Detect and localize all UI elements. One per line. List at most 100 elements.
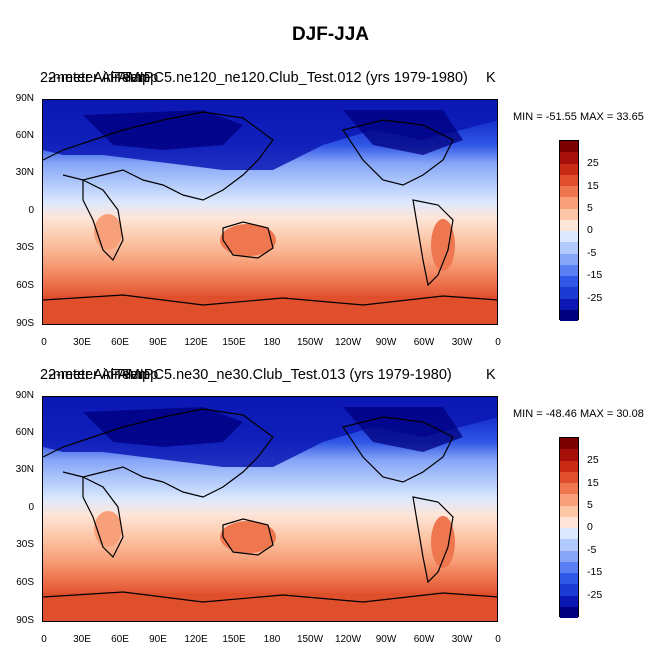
colorbar-swatch [560, 595, 578, 607]
lat-tick: 90S [16, 615, 34, 626]
colorbar-label: 0 [587, 521, 593, 533]
colorbar-swatch [560, 460, 578, 472]
colorbar-swatch [560, 197, 578, 209]
colorbar-swatch [560, 163, 578, 175]
panel-case-label: FAMIPC5.ne30_ne30.Club_Test.013 (yrs 197… [110, 367, 452, 383]
panel-variable-label: 2-meter Air Temp [40, 70, 151, 86]
colorbar-swatch [560, 276, 578, 288]
colorbar: 25 15 5 0 -5 -15 -25 [559, 437, 602, 618]
colorbar-label: 15 [587, 477, 599, 489]
colorbar-swatch [560, 516, 578, 528]
lon-tick: 150W [296, 634, 324, 645]
colorbar-swatch [560, 242, 578, 254]
colorbar-label: -15 [587, 269, 603, 281]
panel-case-label: FAMIPC5.ne120_ne120.Club_Test.012 (yrs 1… [110, 70, 468, 86]
lon-tick: 120E [184, 337, 208, 348]
lon-tick: 150E [222, 634, 246, 645]
min-max-label: MIN = -51.55 MAX = 33.65 [513, 111, 644, 123]
colorbar-swatch [560, 539, 578, 551]
lon-tick: 0 [495, 337, 501, 348]
map-plot [42, 99, 498, 325]
lon-tick: 0 [41, 634, 47, 645]
lat-tick: 90S [16, 318, 34, 329]
lon-tick: 0 [41, 337, 47, 348]
colorbar-label: -15 [587, 566, 603, 578]
lon-tick: 180 [263, 634, 281, 645]
contour-map [43, 397, 497, 621]
colorbar-swatch [560, 309, 578, 321]
colorbar-swatch [560, 584, 578, 596]
colorbar-swatch [560, 606, 578, 618]
colorbar-swatch [560, 186, 578, 198]
colorbar-swatch [560, 505, 578, 517]
colorbar-label: -5 [587, 247, 597, 259]
lon-tick: 60W [413, 337, 435, 348]
lat-tick: 30S [16, 242, 34, 253]
colorbar-swatch [560, 550, 578, 562]
min-max-label: MIN = -48.46 MAX = 30.08 [513, 408, 644, 420]
lon-tick: 60E [111, 634, 129, 645]
colorbar-swatch [560, 298, 578, 310]
lat-tick: 30N [15, 167, 34, 178]
colorbar-swatch [560, 471, 578, 483]
lon-tick: 150E [222, 337, 246, 348]
panel-title: 2-meter Air Temp 2-meter Air Temp FAMIPC… [40, 367, 452, 383]
colorbar-swatch [560, 264, 578, 276]
colorbar-swatch [560, 219, 578, 231]
lon-tick: 90W [375, 634, 397, 645]
lat-tick: 30N [15, 464, 34, 475]
lon-tick: 180 [263, 337, 281, 348]
colorbar-swatch [560, 494, 578, 506]
lon-tick: 90E [149, 337, 167, 348]
lon-tick: 30E [73, 634, 91, 645]
lat-tick: 60N [15, 130, 34, 141]
panel-variable-label-overlap: 2-meter Air Temp [48, 367, 159, 383]
lon-tick: 0 [495, 634, 501, 645]
lat-tick: 0 [28, 502, 34, 513]
lat-tick: 60S [16, 577, 34, 588]
lat-tick: 90N [15, 93, 34, 104]
colorbar-label: -25 [587, 589, 603, 601]
lat-tick: 60S [16, 280, 34, 291]
lon-tick: 60W [413, 634, 435, 645]
colorbar-label: 25 [587, 157, 599, 169]
map-panel-2: 2-meter Air Temp 2-meter Air Temp FAMIPC… [0, 367, 661, 647]
colorbar-swatch [560, 141, 578, 153]
colorbar-swatch [560, 449, 578, 461]
colorbar-swatch [560, 174, 578, 186]
colorbar-label: 5 [587, 499, 593, 511]
lon-tick: 120W [334, 337, 362, 348]
colorbar-label: 15 [587, 180, 599, 192]
lat-tick: 60N [15, 427, 34, 438]
colorbar-swatch [560, 561, 578, 573]
colorbar-swatch [560, 483, 578, 495]
colorbar-swatch [560, 231, 578, 243]
lon-tick: 30E [73, 337, 91, 348]
colorbar-swatches [559, 437, 579, 618]
colorbar: 25 15 5 0 -5 -15 -25 [559, 140, 602, 321]
units-label: K [486, 367, 496, 383]
map-plot [42, 396, 498, 622]
colorbar-label: 0 [587, 224, 593, 236]
colorbar-label: 5 [587, 202, 593, 214]
lon-tick: 120E [184, 634, 208, 645]
lat-tick: 90N [15, 390, 34, 401]
lon-tick: 30W [451, 634, 473, 645]
colorbar-swatch [560, 438, 578, 450]
colorbar-swatch [560, 253, 578, 265]
units-label: K [486, 70, 496, 86]
colorbar-label: -25 [587, 292, 603, 304]
colorbar-swatch [560, 208, 578, 220]
colorbar-swatch [560, 528, 578, 540]
figure-title: DJF-JJA [291, 24, 370, 45]
lon-tick: 60E [111, 337, 129, 348]
lon-tick: 150W [296, 337, 324, 348]
colorbar-label: -5 [587, 544, 597, 556]
lat-tick: 0 [28, 205, 34, 216]
lon-tick: 90W [375, 337, 397, 348]
colorbar-swatches [559, 140, 579, 321]
colorbar-label: 25 [587, 454, 599, 466]
lat-tick: 30S [16, 539, 34, 550]
colorbar-swatch [560, 573, 578, 585]
colorbar-swatch [560, 152, 578, 164]
